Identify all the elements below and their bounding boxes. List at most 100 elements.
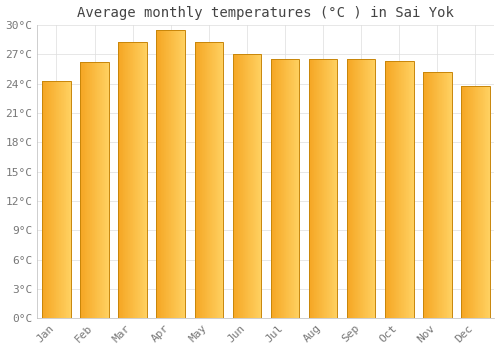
Bar xyxy=(351,59,352,318)
Bar xyxy=(91,62,92,318)
Bar xyxy=(479,85,480,318)
Bar xyxy=(425,72,426,318)
Bar xyxy=(440,72,441,318)
Bar xyxy=(63,80,64,318)
Bar xyxy=(258,54,259,318)
Bar xyxy=(94,62,96,318)
Bar xyxy=(285,59,286,318)
Bar xyxy=(467,85,468,318)
Bar xyxy=(335,59,336,318)
Bar xyxy=(480,85,481,318)
Bar xyxy=(173,30,174,318)
Bar xyxy=(237,54,238,318)
Bar xyxy=(316,59,318,318)
Bar xyxy=(366,59,367,318)
Bar xyxy=(139,42,140,318)
Bar xyxy=(68,80,70,318)
Bar xyxy=(392,61,393,318)
Bar xyxy=(336,59,338,318)
Bar xyxy=(329,59,330,318)
Bar xyxy=(374,59,376,318)
Bar xyxy=(222,42,223,318)
Bar xyxy=(174,30,175,318)
Bar xyxy=(219,42,220,318)
Bar xyxy=(486,85,487,318)
Bar xyxy=(43,80,44,318)
Bar xyxy=(350,59,351,318)
Bar xyxy=(213,42,214,318)
Bar xyxy=(82,62,83,318)
Bar xyxy=(364,59,366,318)
Bar xyxy=(443,72,444,318)
Bar xyxy=(241,54,242,318)
Bar xyxy=(55,80,56,318)
Bar xyxy=(471,85,472,318)
Bar xyxy=(212,42,213,318)
Bar xyxy=(352,59,354,318)
Bar xyxy=(162,30,163,318)
Bar xyxy=(371,59,372,318)
Bar xyxy=(232,54,261,318)
Bar xyxy=(448,72,450,318)
Bar xyxy=(42,80,43,318)
Bar xyxy=(324,59,325,318)
Bar xyxy=(399,61,400,318)
Bar xyxy=(136,42,137,318)
Bar xyxy=(46,80,47,318)
Bar xyxy=(400,61,402,318)
Bar xyxy=(423,72,424,318)
Bar xyxy=(135,42,136,318)
Bar xyxy=(326,59,328,318)
Bar xyxy=(362,59,364,318)
Bar xyxy=(334,59,335,318)
Bar xyxy=(347,59,348,318)
Bar xyxy=(476,85,477,318)
Bar xyxy=(318,59,319,318)
Bar xyxy=(250,54,251,318)
Bar xyxy=(240,54,241,318)
Bar xyxy=(423,72,452,318)
Bar xyxy=(325,59,326,318)
Bar xyxy=(93,62,94,318)
Bar xyxy=(118,42,119,318)
Bar xyxy=(47,80,48,318)
Bar xyxy=(198,42,199,318)
Bar xyxy=(283,59,284,318)
Bar xyxy=(396,61,397,318)
Bar xyxy=(321,59,322,318)
Bar xyxy=(478,85,479,318)
Bar xyxy=(297,59,298,318)
Bar xyxy=(120,42,121,318)
Bar xyxy=(260,54,261,318)
Bar xyxy=(472,85,474,318)
Bar xyxy=(358,59,359,318)
Bar xyxy=(242,54,244,318)
Bar xyxy=(142,42,144,318)
Bar xyxy=(356,59,357,318)
Bar xyxy=(83,62,84,318)
Bar xyxy=(131,42,132,318)
Bar xyxy=(194,42,223,318)
Bar xyxy=(370,59,371,318)
Bar xyxy=(247,54,248,318)
Bar xyxy=(202,42,203,318)
Bar xyxy=(66,80,67,318)
Bar xyxy=(481,85,482,318)
Bar xyxy=(488,85,489,318)
Bar xyxy=(203,42,204,318)
Bar xyxy=(275,59,276,318)
Bar xyxy=(81,62,82,318)
Bar xyxy=(474,85,476,318)
Bar xyxy=(464,85,466,318)
Bar xyxy=(96,62,98,318)
Bar xyxy=(248,54,249,318)
Bar xyxy=(144,42,145,318)
Bar xyxy=(349,59,350,318)
Bar xyxy=(130,42,131,318)
Bar xyxy=(461,85,462,318)
Bar xyxy=(252,54,254,318)
Bar xyxy=(287,59,288,318)
Bar xyxy=(194,42,195,318)
Bar xyxy=(398,61,399,318)
Bar xyxy=(54,80,55,318)
